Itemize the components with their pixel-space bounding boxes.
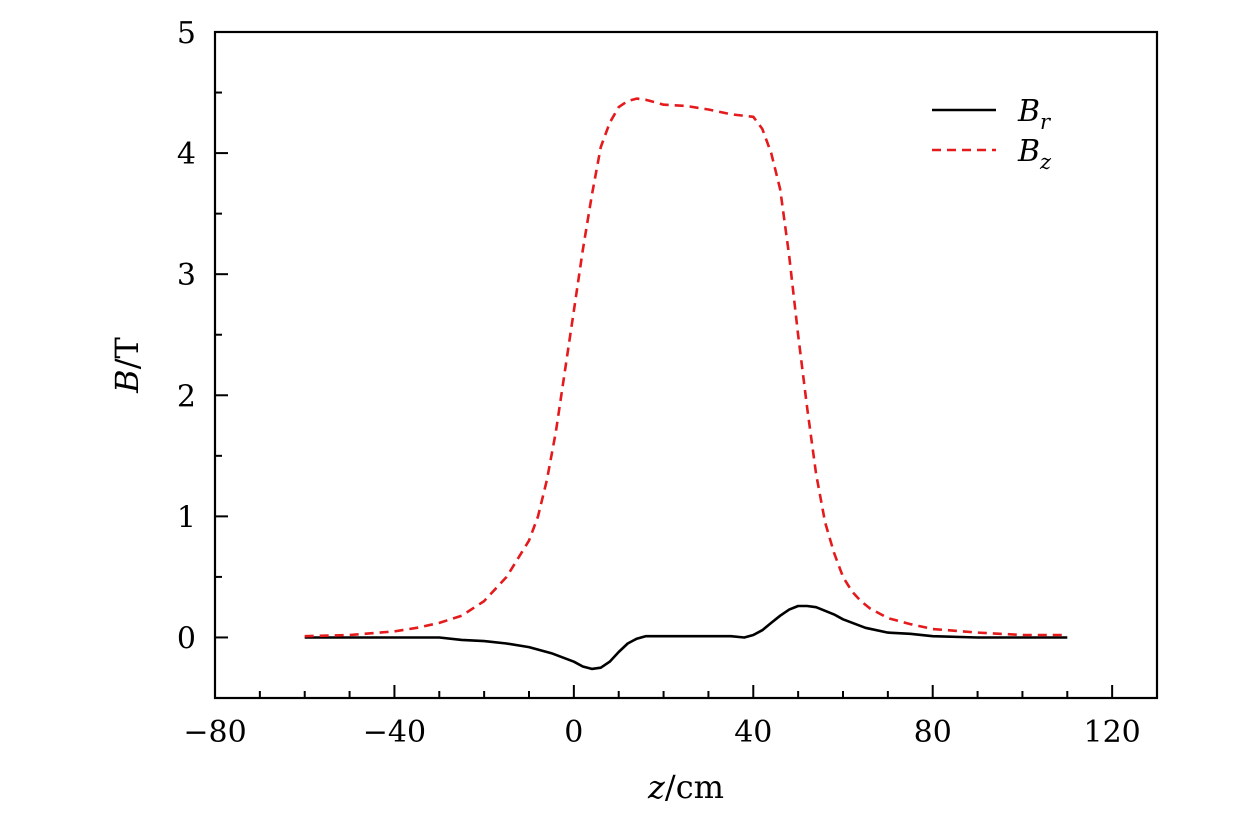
series-line-br: [304, 604, 1068, 671]
y-tick-label: 1: [177, 500, 196, 535]
x-tick-label: 40: [734, 715, 772, 750]
legend-label-br: Br: [1017, 94, 1052, 134]
x-tick-label: 80: [914, 715, 952, 750]
x-tick-label: 120: [1084, 715, 1141, 750]
y-tick-label: 2: [177, 379, 196, 414]
axis-ticks: [214, 31, 1158, 699]
x-tick-label: 0: [564, 715, 583, 750]
y-tick-label: 3: [177, 258, 196, 293]
y-tick-label: 4: [177, 137, 196, 172]
x-tick-label: −40: [363, 715, 426, 750]
legend-label-bz: Bz: [1017, 134, 1052, 174]
y-tick-label: 0: [177, 621, 196, 656]
x-axis-label: z/cm: [647, 768, 724, 806]
plot-frame: [213, 30, 1159, 700]
y-tick-label: 5: [177, 16, 196, 51]
series-layer: [304, 97, 1068, 671]
series-line-bz: [304, 97, 1068, 638]
y-axis-label: B/T: [108, 337, 146, 394]
axis-tick-labels: −80 −40 0 40 80 120 0 1 2 3 4 5: [177, 16, 1141, 750]
legend: Br Bz: [932, 94, 1052, 174]
x-tick-label: −80: [183, 715, 246, 750]
